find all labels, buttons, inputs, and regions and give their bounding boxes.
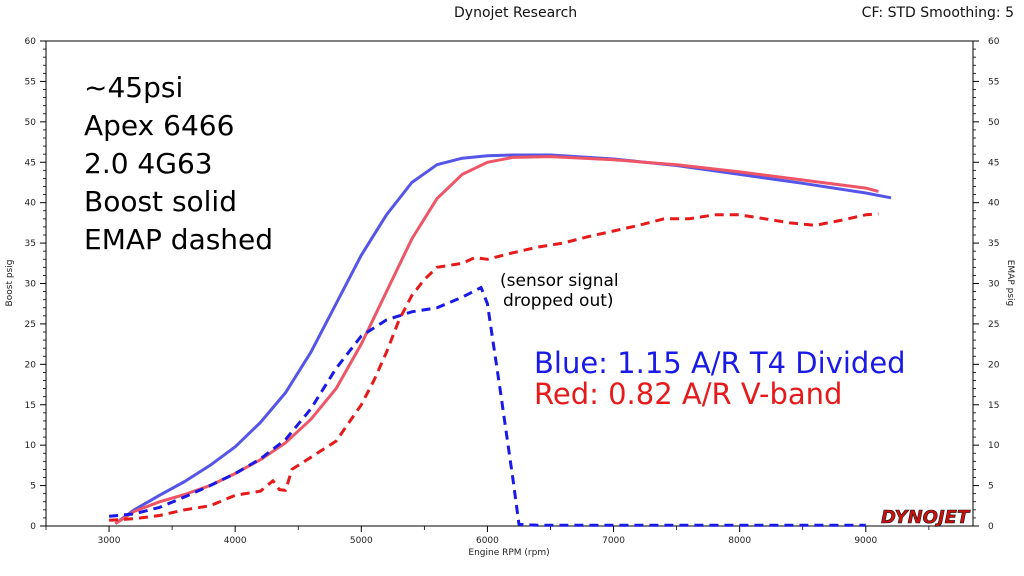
y-tick-label-right: 55	[988, 77, 999, 87]
y-tick-label-left: 10	[25, 441, 37, 451]
series-line	[108, 286, 866, 527]
note-line: Apex 6466	[84, 109, 234, 142]
y-tick-label-right: 20	[988, 360, 1000, 370]
note-line: Boost solid	[84, 185, 237, 218]
note-line: ~45psi	[84, 71, 183, 104]
x-tick-label: 4000	[224, 536, 247, 546]
y-tick-label-right: 10	[988, 441, 1000, 451]
y-tick-label-left: 30	[25, 280, 37, 290]
y-tick-label-left: 55	[25, 77, 36, 87]
y-tick-label-right: 0	[988, 522, 994, 532]
y-tick-label-right: 35	[988, 239, 999, 249]
note-line: 2.0 4G63	[84, 147, 213, 180]
series-line	[114, 155, 879, 525]
dynojet-logo: DYNOJET	[881, 507, 971, 528]
y-axis-label-right: EMAP psig	[1005, 260, 1015, 307]
y-tick-label-right: 50	[988, 118, 1000, 128]
x-tick-label: 3000	[98, 536, 121, 546]
y-tick-label-right: 45	[988, 158, 999, 168]
y-tick-label-right: 40	[988, 199, 1000, 209]
y-tick-label-right: 25	[988, 320, 999, 330]
y-tick-label-left: 15	[25, 401, 36, 411]
y-axis-label-left: Boost psig	[5, 260, 15, 307]
y-tick-label-right: 60	[988, 37, 1000, 47]
y-tick-label-right: 5	[988, 482, 994, 492]
y-tick-label-left: 45	[25, 158, 36, 168]
legend-red: Red: 0.82 A/R V-band	[534, 377, 842, 411]
y-tick-label-left: 35	[25, 239, 36, 249]
y-tick-label-right: 30	[988, 280, 1000, 290]
y-tick-label-left: 60	[25, 37, 37, 47]
series-layer	[108, 153, 892, 527]
y-tick-label-left: 50	[25, 118, 37, 128]
series-line	[109, 212, 879, 522]
x-tick-label: 8000	[728, 536, 751, 546]
x-tick-label: 9000	[854, 536, 877, 546]
sensor-annotation: (sensor signal	[500, 271, 619, 291]
x-axis-label: Engine RPM (rpm)	[468, 548, 549, 558]
y-tick-label-left: 40	[25, 199, 37, 209]
y-tick-label-left: 5	[30, 482, 36, 492]
note-line: EMAP dashed	[84, 223, 273, 256]
y-tick-label-left: 25	[25, 320, 36, 330]
legend-blue: Blue: 1.15 A/R T4 Divided	[534, 346, 906, 380]
sensor-annotation: dropped out)	[503, 291, 614, 311]
y-tick-label-left: 20	[25, 360, 37, 370]
x-tick-label: 5000	[350, 536, 373, 546]
plot-area	[45, 40, 974, 527]
header-settings: CF: STD Smoothing: 5	[861, 5, 1014, 21]
header-title: Dynojet Research	[454, 5, 578, 21]
y-tick-label-left: 0	[30, 522, 36, 532]
y-tick-label-right: 15	[988, 401, 999, 411]
x-tick-label: 6000	[476, 536, 499, 546]
x-tick-label: 7000	[602, 536, 625, 546]
